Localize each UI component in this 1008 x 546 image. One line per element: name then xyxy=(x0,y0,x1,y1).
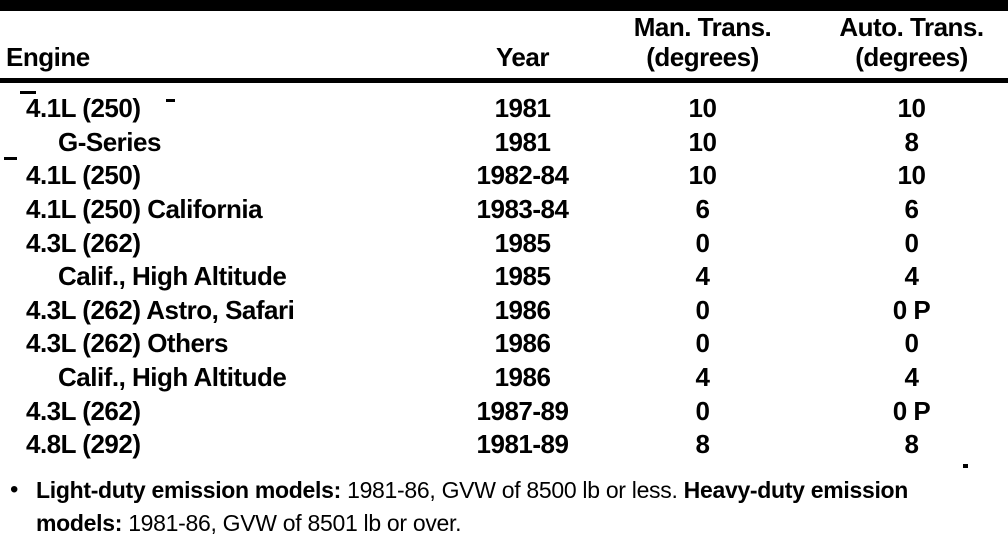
engine-cell: 4.3L (262) xyxy=(26,227,141,258)
year-cell: 1983-84 xyxy=(476,194,569,225)
auto-trans-cell: 10 xyxy=(897,160,926,191)
engine-cell: 4.1L (250) California xyxy=(26,194,263,225)
engine-cell: 4.3L (262) xyxy=(26,395,141,426)
auto-trans-cell: 8 xyxy=(904,429,919,460)
man-trans-cell: 6 xyxy=(695,194,710,225)
spec-table-body: 4.1L (250) 1981 10 10 G-Series 1981 10 8… xyxy=(0,92,1008,462)
engine-cell: 4.3L (262) Others xyxy=(26,328,229,359)
man-trans-cell: 4 xyxy=(695,261,710,292)
man-trans-cell: 0 xyxy=(695,227,710,258)
col-header-man-trans-line2: (degrees) xyxy=(646,42,759,72)
table-row: 4.1L (250) 1982-84 10 10 xyxy=(0,159,1008,193)
man-trans-cell: 0 xyxy=(695,294,710,325)
auto-trans-cell: 0 xyxy=(904,328,919,359)
table-row: 4.3L (262) Others 1986 0 0 xyxy=(0,327,1008,361)
header-divider-rule xyxy=(0,78,1008,83)
table-row: 4.3L (262) Astro, Safari 1986 0 0 P xyxy=(0,294,1008,328)
scan-artifact xyxy=(963,464,968,468)
man-trans-cell: 10 xyxy=(688,126,717,157)
table-header-row: Engine Year Man. Trans. (degrees) Auto. … xyxy=(0,11,1008,78)
engine-cell: Calif., High Altitude xyxy=(58,362,287,393)
scan-artifact xyxy=(20,91,36,94)
man-trans-cell: 8 xyxy=(695,429,710,460)
auto-trans-cell: 0 P xyxy=(892,294,931,325)
engine-cell: 4.8L (292) xyxy=(26,429,141,460)
year-cell: 1981 xyxy=(494,93,551,124)
man-trans-cell: 0 xyxy=(695,328,710,359)
col-header-auto-trans-line1: Auto. Trans. xyxy=(839,12,984,42)
table-row: 4.3L (262) 1987-89 0 0 P xyxy=(0,394,1008,428)
man-trans-cell: 10 xyxy=(688,93,717,124)
engine-cell: G-Series xyxy=(58,126,161,157)
engine-cell: 4.3L (262) Astro, Safari xyxy=(26,294,295,325)
year-cell: 1981 xyxy=(494,126,551,157)
year-cell: 1987-89 xyxy=(476,395,569,426)
col-header-auto-trans: Auto. Trans. (degrees) xyxy=(815,12,1008,72)
auto-trans-cell: 10 xyxy=(897,93,926,124)
auto-trans-cell: 4 xyxy=(904,362,919,393)
col-header-auto-trans-line2: (degrees) xyxy=(855,42,968,72)
year-cell: 1985 xyxy=(494,261,551,292)
year-cell: 1981-89 xyxy=(476,429,569,460)
auto-trans-cell: 0 P xyxy=(892,395,931,426)
footnote-bold-heavy-duty: Heavy-duty emission xyxy=(683,477,909,503)
man-trans-cell: 4 xyxy=(695,362,710,393)
footnote-bold-light-duty: Light-duty emission models: xyxy=(36,477,341,503)
engine-cell: 4.1L (250) xyxy=(26,93,141,124)
scan-artifact xyxy=(4,157,17,160)
table-row: 4.3L (262) 1985 0 0 xyxy=(0,226,1008,260)
scan-artifact xyxy=(166,99,175,102)
col-header-man-trans-line1: Man. Trans. xyxy=(633,12,772,42)
col-header-year: Year xyxy=(496,42,549,72)
footnote: • Light-duty emission models: 1981-86, G… xyxy=(10,474,1002,540)
year-cell: 1985 xyxy=(494,227,551,258)
footnote-line-2: models: 1981-86, GVW of 8501 lb or over. xyxy=(36,507,908,540)
table-row: Calif., High Altitude 1986 4 4 xyxy=(0,361,1008,395)
table-row: 4.8L (292) 1981-89 8 8 xyxy=(0,428,1008,462)
man-trans-cell: 0 xyxy=(695,395,710,426)
footnote-line-1: Light-duty emission models: 1981-86, GVW… xyxy=(36,474,908,507)
col-header-man-trans: Man. Trans. (degrees) xyxy=(590,12,815,72)
footnote-light-duty-detail: 1981-86, GVW of 8500 lb or less. xyxy=(347,477,678,503)
year-cell: 1982-84 xyxy=(476,160,569,191)
footnote-bullet: • xyxy=(10,476,19,503)
footnote-text: Light-duty emission models: 1981-86, GVW… xyxy=(36,474,908,540)
table-row: 4.1L (250) 1981 10 10 xyxy=(0,92,1008,126)
auto-trans-cell: 0 xyxy=(904,227,919,258)
auto-trans-cell: 6 xyxy=(904,194,919,225)
footnote-bold-heavy-duty-cont: models: xyxy=(36,510,123,536)
year-cell: 1986 xyxy=(494,362,551,393)
table-row: G-Series 1981 10 8 xyxy=(0,126,1008,160)
footnote-heavy-duty-detail: 1981-86, GVW of 8501 lb or over. xyxy=(128,510,462,536)
engine-cell: Calif., High Altitude xyxy=(58,261,287,292)
top-rule-bar xyxy=(0,0,1008,11)
auto-trans-cell: 8 xyxy=(904,126,919,157)
table-row: Calif., High Altitude 1985 4 4 xyxy=(0,260,1008,294)
year-cell: 1986 xyxy=(494,328,551,359)
col-header-engine: Engine xyxy=(6,42,90,72)
year-cell: 1986 xyxy=(494,294,551,325)
auto-trans-cell: 4 xyxy=(904,261,919,292)
engine-cell: 4.1L (250) xyxy=(26,160,141,191)
man-trans-cell: 10 xyxy=(688,160,717,191)
table-row: 4.1L (250) California 1983-84 6 6 xyxy=(0,193,1008,227)
